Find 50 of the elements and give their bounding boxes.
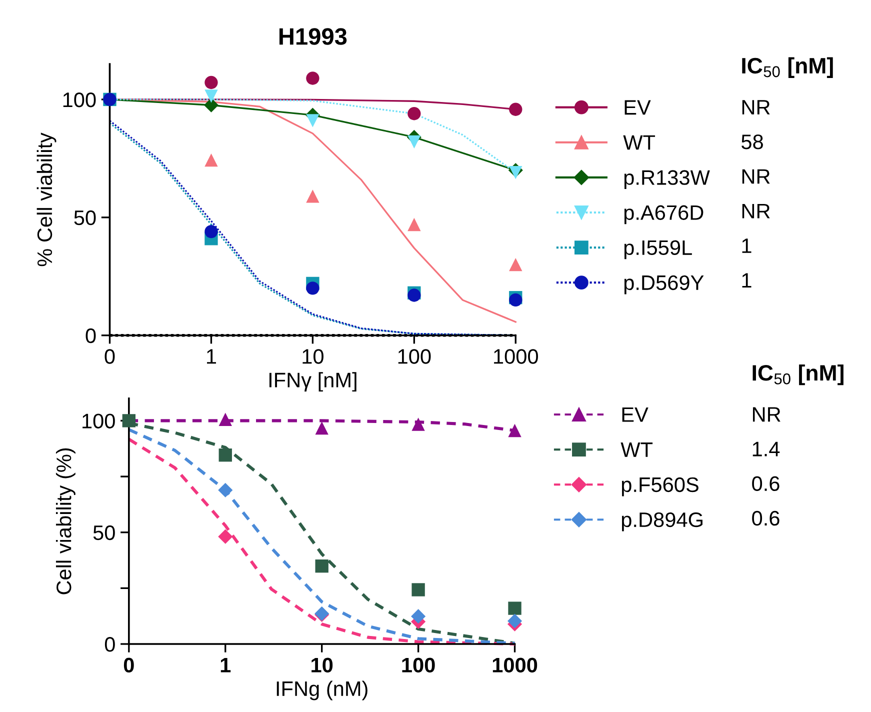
point [315, 421, 328, 435]
x-tick-label: 100 [402, 658, 435, 672]
point [218, 412, 232, 426]
point [508, 424, 522, 438]
legend-label: EV [624, 100, 651, 115]
y-tick-label: 0 [86, 328, 96, 344]
y-tick-label: 50 [93, 525, 115, 540]
y-tick-label: 100 [82, 414, 115, 428]
legend-label: p.F560S [622, 477, 698, 496]
y-tick-label: 0 [104, 637, 115, 652]
text: 0.6 [752, 510, 780, 526]
text: NR [742, 169, 770, 184]
point [507, 614, 522, 628]
x-axis-title: IFNg (nM) [276, 680, 368, 700]
text: 0.6 [752, 476, 780, 492]
x-tick-label: 1 [220, 658, 231, 672]
chart-title: H1993 [279, 28, 347, 45]
text: NR [742, 100, 770, 114]
y-tick-label: 100 [63, 92, 96, 108]
x-tick-label: 1000 [494, 349, 538, 364]
text: NR [742, 204, 770, 218]
point [411, 609, 426, 624]
y-axis-title: % Cell viability [36, 132, 56, 266]
legend-label: p.R133W [624, 170, 710, 190]
point [218, 482, 233, 498]
x-tick-label: 0 [124, 658, 134, 672]
legend-label: p.D569Y [624, 275, 704, 294]
x-tick-label: 100 [398, 349, 431, 364]
text: IC$_{50}$ [nM] [742, 57, 833, 78]
y-tick-label: 50 [74, 210, 96, 226]
legend-label: p.D894G [622, 512, 702, 532]
x-tick-label: 1 [207, 349, 216, 364]
legend-label: p.A676D [624, 205, 704, 224]
text: NR [752, 407, 780, 422]
x-tick-label: 1000 [492, 658, 538, 672]
text: IC$_{50}$ [nM] [752, 364, 844, 386]
point [218, 529, 233, 544]
legend-label: WT [620, 442, 653, 457]
x-tick-label: 10 [302, 349, 324, 364]
legend-label: WT [623, 135, 656, 150]
text: 1 [742, 238, 752, 253]
text: 58 [742, 134, 763, 150]
x-tick-label: 10 [312, 658, 333, 672]
text: 1.4 [752, 442, 780, 456]
y-axis-title: Cell viability (%) [56, 448, 76, 594]
point [412, 418, 425, 431]
text: 1 [742, 273, 752, 288]
legend-label: EV [622, 407, 648, 422]
x-axis-title: IFNγ [nM] [269, 372, 356, 392]
legend-label: p.I559L [624, 240, 692, 260]
